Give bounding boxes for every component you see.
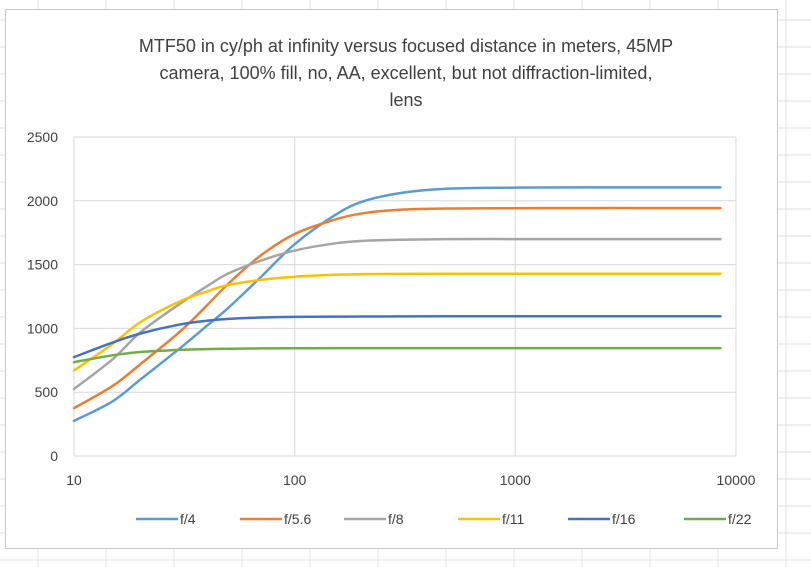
y-tick-label: 2000 <box>27 193 58 209</box>
x-tick-label: 100 <box>283 472 307 488</box>
series-line-f-5-6 <box>72 206 722 410</box>
series-line-f-8 <box>72 237 722 391</box>
x-tick-label: 1000 <box>500 472 531 488</box>
y-tick-label: 1500 <box>27 257 58 273</box>
legend-label: f/8 <box>388 511 404 527</box>
chart-title-line-1: MTF50 in cy/ph at infinity versus focuse… <box>139 36 673 56</box>
y-tick-label: 2500 <box>27 129 58 145</box>
y-tick-label: 500 <box>35 384 59 400</box>
y-tick-label: 0 <box>50 448 58 464</box>
series-lines <box>72 186 722 423</box>
chart-title-line-3: lens <box>389 90 422 110</box>
legend-label: f/11 <box>502 511 525 527</box>
series-line-f-11 <box>72 272 722 372</box>
chart-title-line-2: camera, 100% fill, no, AA, excellent, bu… <box>160 63 653 83</box>
plot-gridlines <box>73 136 737 457</box>
x-tick-label: 10 <box>66 472 82 488</box>
chart-area[interactable] <box>5 9 778 549</box>
series-line-f-22 <box>72 346 722 364</box>
y-axis-tick-labels: 0 500 1000 1500 2000 2500 <box>27 129 58 464</box>
legend-label: f/16 <box>612 511 636 527</box>
legend-label: f/5.6 <box>284 511 311 527</box>
legend-label: f/4 <box>180 511 196 527</box>
x-tick-label: 10000 <box>717 472 756 488</box>
series-line-f-16 <box>72 315 722 359</box>
chart-legend: f/4 f/5.6 f/8 f/11 f/16 f/22 <box>136 511 752 527</box>
x-axis-tick-labels: 10 100 1000 10000 <box>66 472 755 488</box>
y-tick-label: 1000 <box>27 320 58 336</box>
legend-label: f/22 <box>728 511 752 527</box>
